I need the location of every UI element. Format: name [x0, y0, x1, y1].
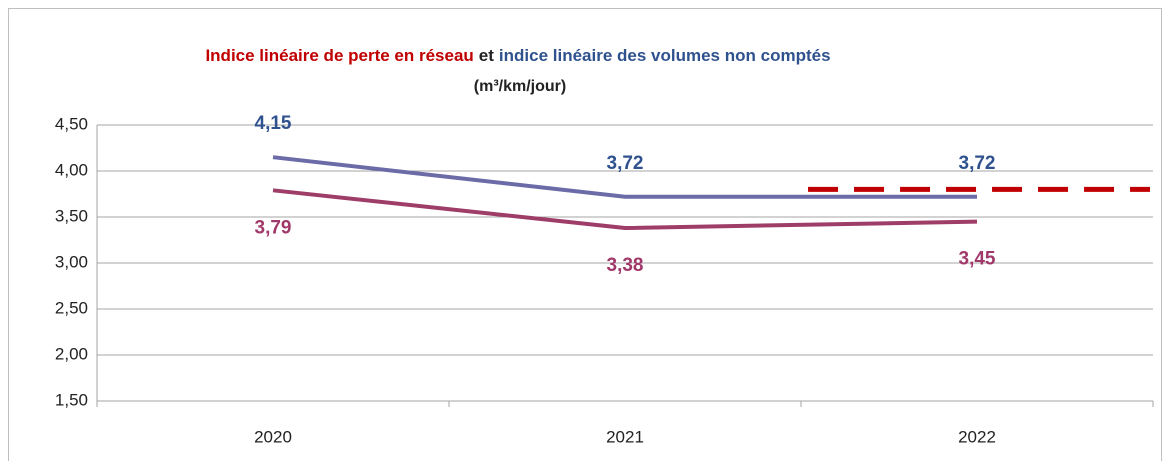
y-tick-label: 3,00	[55, 252, 88, 271]
data-label: 3,72	[607, 153, 644, 174]
data-label: 3,72	[959, 153, 996, 174]
y-tick-label: 4,50	[55, 114, 88, 133]
series-line	[272, 188, 978, 231]
y-tick-label: 3,50	[55, 206, 88, 225]
x-tick-label: 2022	[958, 427, 996, 446]
data-label: 3,79	[255, 217, 292, 238]
y-tick-label: 1,50	[55, 390, 88, 409]
chart-subtitle: (m³/km/jour)	[474, 78, 566, 95]
y-tick-label: 4,00	[55, 160, 88, 179]
title-part: et	[479, 46, 494, 65]
data-label: 3,38	[607, 255, 644, 276]
data-label: 3,45	[959, 249, 996, 270]
y-tick-label: 2,50	[55, 298, 88, 317]
title-part: Indice linéaire de perte en réseau	[205, 46, 473, 65]
chart-title: Indice linéaire de perte en réseau et indi…	[205, 46, 830, 65]
data-label: 4,15	[255, 113, 292, 134]
y-tick-label: 2,00	[55, 344, 88, 363]
x-tick-label: 2020	[254, 427, 292, 446]
chart-border	[8, 8, 1162, 461]
series-line	[272, 155, 977, 199]
title-part: indice linéaire des volumes non comptés	[499, 46, 831, 65]
x-tick-label: 2021	[606, 427, 644, 446]
